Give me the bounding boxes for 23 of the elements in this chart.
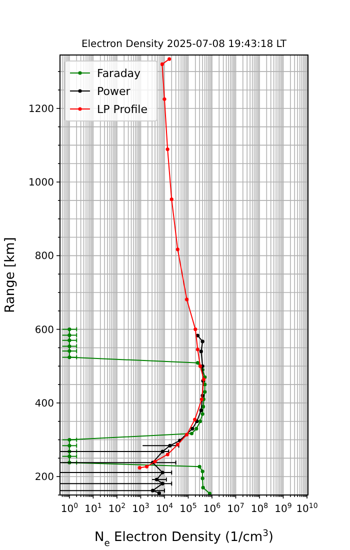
y-tick-label: 600 [34,324,54,336]
legend-label: Power [97,85,131,98]
y-tick-label: 1200 [28,104,54,115]
x-tick-label: 10$^{3}$ [132,502,150,515]
y-tick-label: 1000 [28,178,54,189]
y-tick-label: 200 [34,472,54,484]
x-tick-label: 10$^{2}$ [108,502,126,515]
chart-title: Electron Density 2025-07-08 19:43:18 LT [81,39,288,50]
legend-label: LP Profile [97,103,148,116]
x-tick-label: 10$^{9}$ [274,502,292,515]
x-tick-label: 10$^{4}$ [156,502,174,515]
x-tick-label: 10$^{6}$ [203,502,222,515]
x-tick-label: 10$^{10}$ [296,502,318,515]
x-axis-title: N$_{e}$ Electron Density (1/cm$^{3}$) [94,529,274,549]
y-axis-title: Range [km] [3,237,18,313]
x-tick-label: 10$^{7}$ [227,502,244,515]
x-tick-label: 10$^{0}$ [60,502,78,515]
x-tick-label: 10$^{1}$ [84,502,102,515]
legend-label: Faraday [97,67,142,80]
y-tick-label: 400 [34,398,54,410]
x-tick-label: 10$^{5}$ [180,502,197,515]
x-tick-label: 10$^{8}$ [250,502,268,515]
y-tick-label: 800 [34,251,54,262]
